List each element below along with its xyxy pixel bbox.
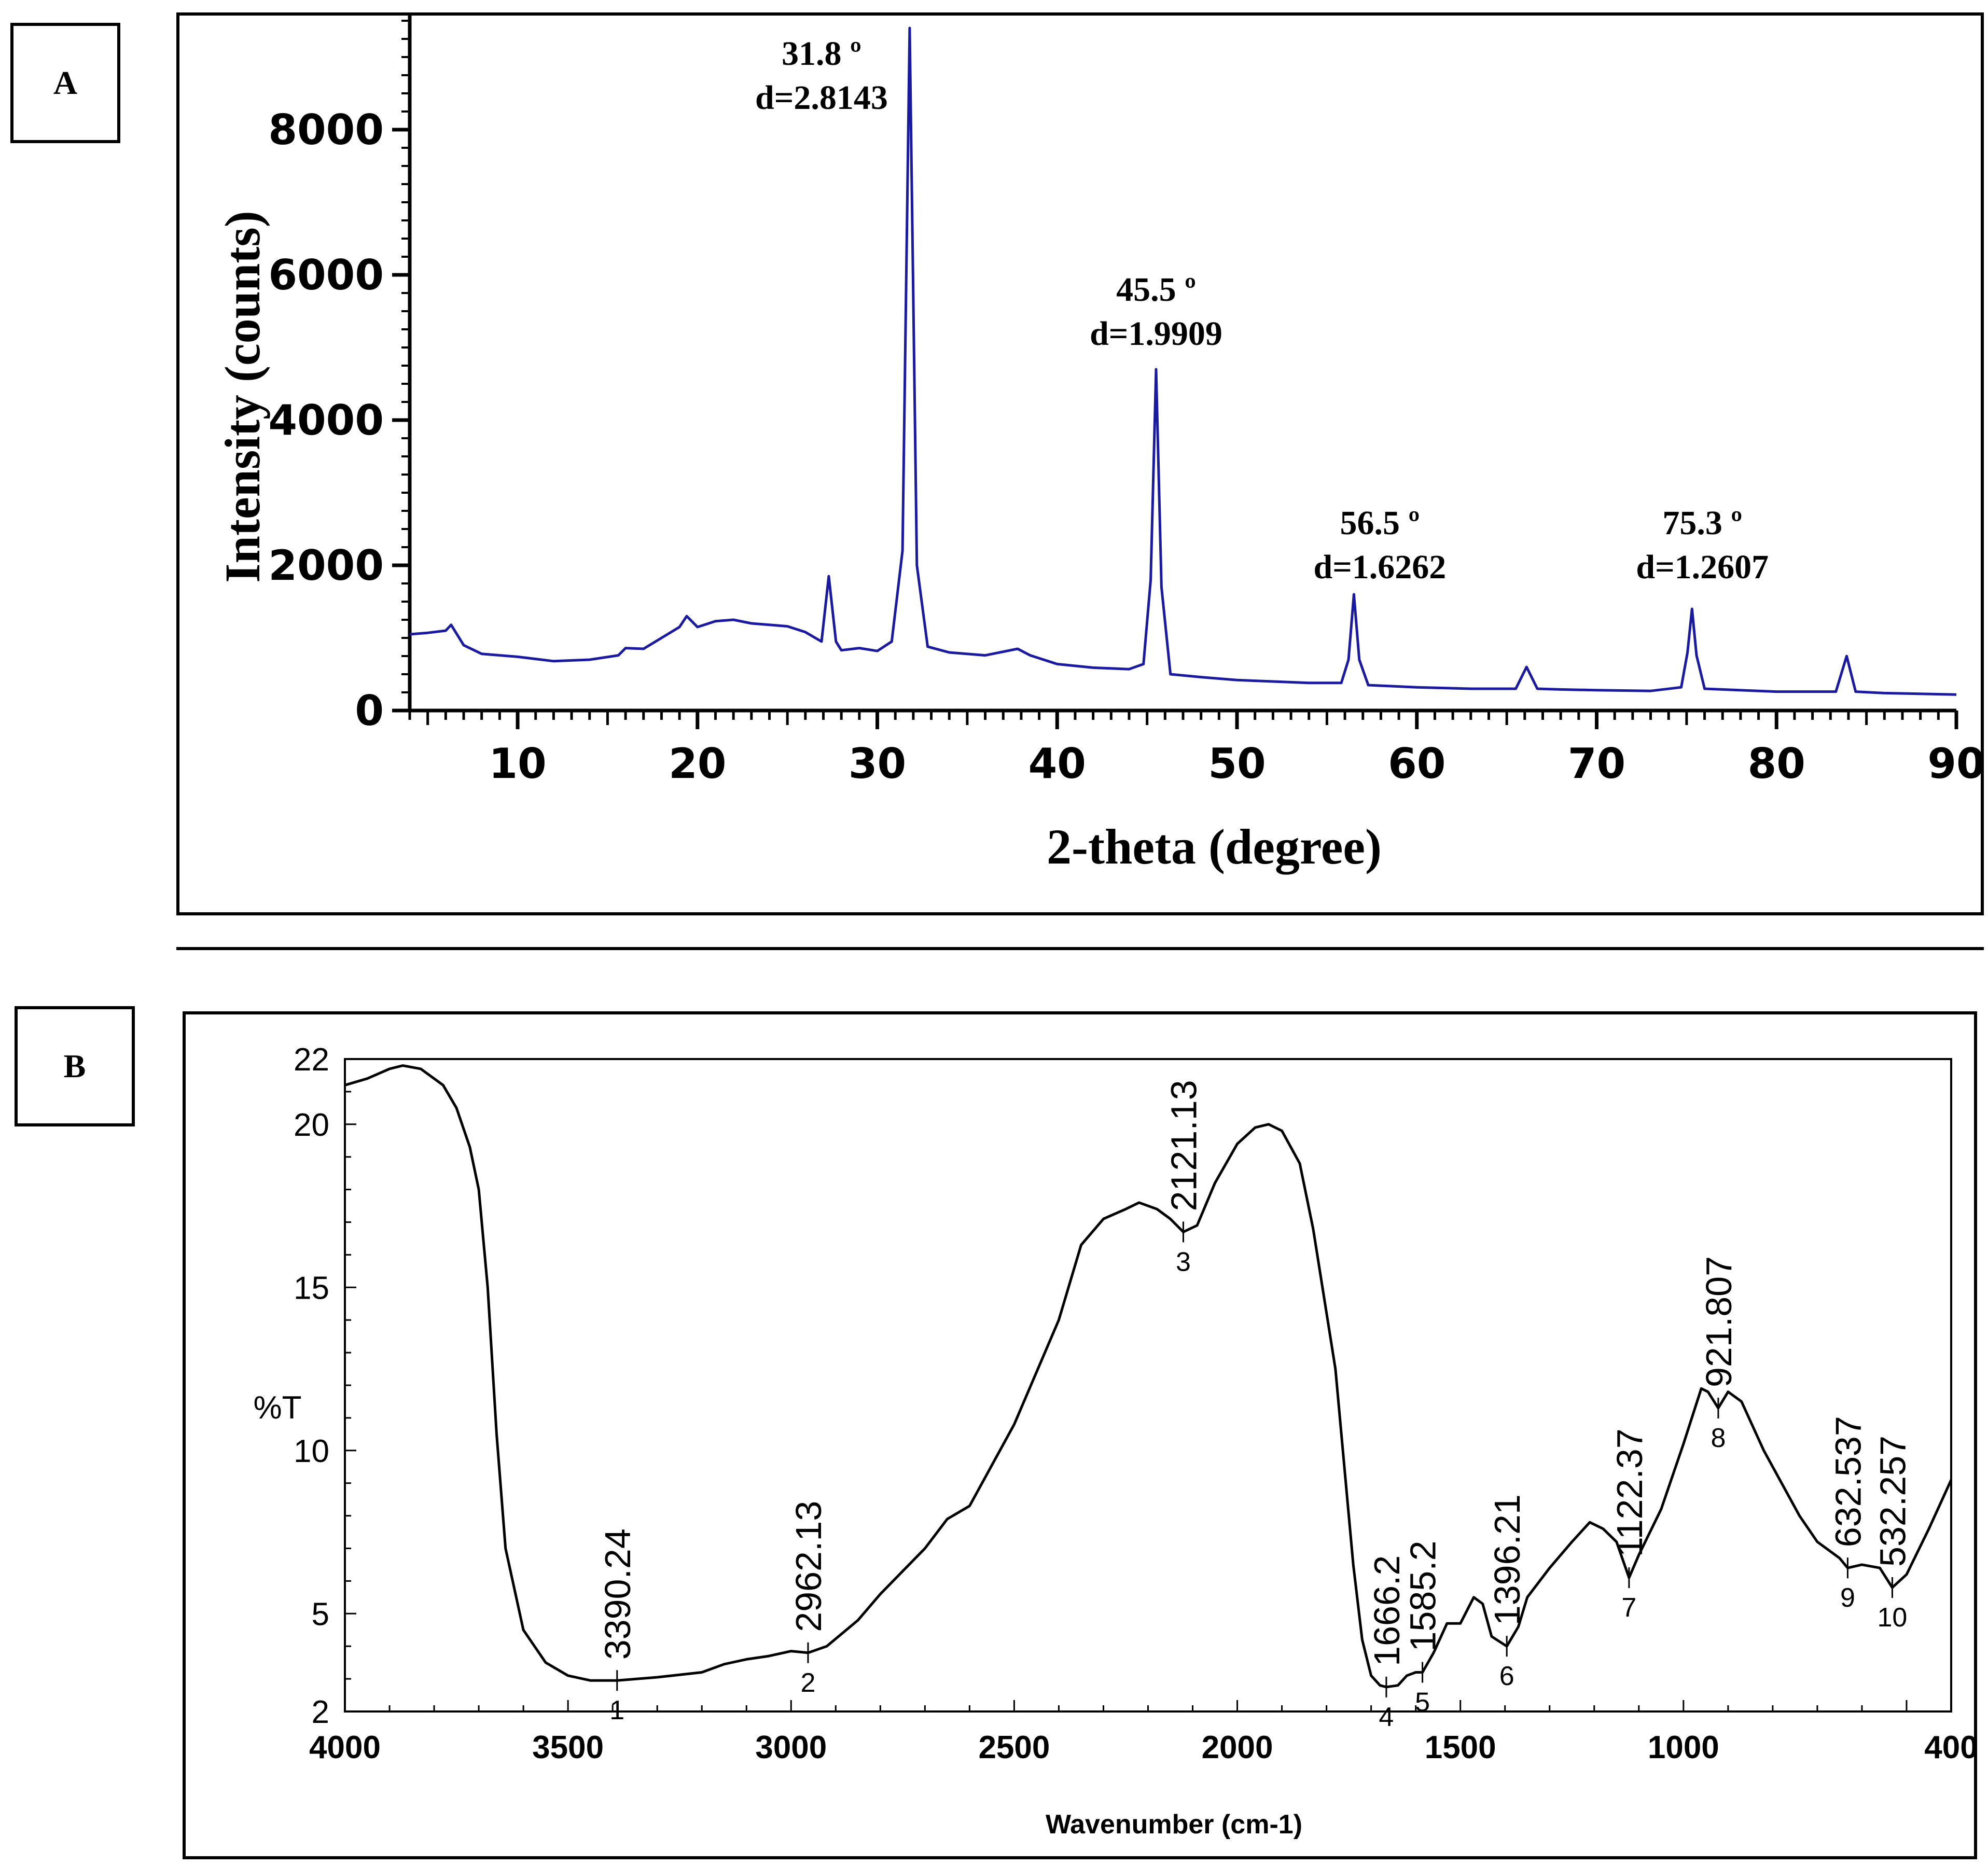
xrd-x-tick-label: 90 bbox=[1927, 740, 1985, 788]
xrd-peak-angle-label: 31.8 º bbox=[782, 35, 861, 73]
ftir-x-tick-label: 400 bbox=[1924, 1730, 1978, 1765]
ftir-y-tick-label: 20 bbox=[294, 1107, 329, 1143]
xrd-x-axis-title: 2-theta (degree) bbox=[1047, 819, 1382, 874]
xrd-x-tick-label: 30 bbox=[849, 740, 906, 788]
ftir-peak-wavenumber-label: 921.807 bbox=[1699, 1256, 1739, 1387]
ftir-peak-number: 10 bbox=[1878, 1603, 1908, 1633]
ftir-peak-number: 5 bbox=[1415, 1688, 1430, 1718]
xrd-chart-frame bbox=[176, 12, 1984, 915]
ftir-series-line bbox=[344, 1064, 1953, 1689]
ftir-y-tick-label: 2 bbox=[312, 1694, 329, 1730]
ftir-peak-wavenumber-label: 632.537 bbox=[1828, 1416, 1868, 1547]
xrd-series-line bbox=[409, 26, 1957, 696]
ftir-x-tick-label: 2500 bbox=[978, 1730, 1050, 1765]
xrd-x-tick-label: 70 bbox=[1568, 740, 1625, 788]
xrd-y-axis-title: Intensity (counts) bbox=[215, 211, 270, 582]
ftir-chart: 4000 3500 3000 2500 2000 1500 1000 400251015202… bbox=[254, 1042, 1978, 1840]
xrd-y-tick-label: 4000 bbox=[268, 396, 384, 444]
xrd-peak-d-spacing-label: d=1.2607 bbox=[1636, 548, 1769, 586]
panel-label-b: B bbox=[15, 1006, 135, 1126]
ftir-y-tick-label: 22 bbox=[294, 1042, 329, 1078]
ftir-y-axis-title: %T bbox=[254, 1390, 302, 1426]
xrd-x-tick-label: 60 bbox=[1388, 740, 1445, 788]
ftir-peak-number: 2 bbox=[801, 1668, 816, 1698]
xrd-y-tick-label: 2000 bbox=[268, 541, 384, 590]
ftir-peak-number: 9 bbox=[1840, 1583, 1855, 1613]
ftir-peak-wavenumber-label: 532.257 bbox=[1872, 1436, 1913, 1567]
ftir-peak-number: 7 bbox=[1621, 1593, 1636, 1623]
xrd-x-tick-label: 80 bbox=[1748, 740, 1805, 788]
ftir-peak-number: 6 bbox=[1499, 1661, 1514, 1691]
xrd-peak-d-spacing-label: d=2.8143 bbox=[755, 79, 888, 117]
ftir-x-tick-label: 3000 bbox=[755, 1730, 827, 1765]
ftir-peak-number: 4 bbox=[1379, 1702, 1394, 1732]
ftir-peak-wavenumber-label: 2962.13 bbox=[788, 1501, 829, 1632]
ftir-peak-wavenumber-label: 3390.24 bbox=[597, 1528, 638, 1660]
xrd-y-tick-label: 6000 bbox=[268, 251, 384, 299]
panel-separator bbox=[176, 947, 1984, 950]
ftir-x-tick-label: 4000 bbox=[309, 1730, 381, 1765]
ftir-peak-wavenumber-label: 1585.2 bbox=[1403, 1540, 1443, 1651]
ftir-peak-number: 3 bbox=[1176, 1247, 1191, 1277]
xrd-y-tick-label: 8000 bbox=[268, 106, 384, 154]
xrd-chart: 10 20 30 40 50 60 70 80 90 0 2000 4000 6000 8000 2-the… bbox=[215, 16, 1985, 874]
ftir-peak-number: 1 bbox=[609, 1695, 624, 1725]
xrd-x-tick-label: 10 bbox=[489, 740, 546, 788]
xrd-peak-d-spacing-label: d=1.9909 bbox=[1090, 315, 1222, 353]
ftir-peak-wavenumber-label: 2121.13 bbox=[1163, 1080, 1204, 1211]
ftir-x-tick-label: 1500 bbox=[1425, 1730, 1496, 1765]
xrd-x-tick-label: 40 bbox=[1028, 740, 1086, 788]
ftir-peak-wavenumber-label: 1396.21 bbox=[1487, 1494, 1527, 1625]
ftir-x-tick-label: 1000 bbox=[1648, 1730, 1719, 1765]
ftir-peak-number: 8 bbox=[1711, 1423, 1726, 1453]
xrd-x-tick-label: 20 bbox=[669, 740, 726, 788]
ftir-peak-wavenumber-label: 1666.2 bbox=[1367, 1555, 1407, 1666]
xrd-peak-angle-label: 56.5 º bbox=[1340, 504, 1420, 542]
xrd-peak-angle-label: 75.3 º bbox=[1662, 504, 1742, 542]
ftir-x-axis-title: Wavenumber (cm-1) bbox=[1046, 1810, 1302, 1840]
ftir-x-tick-label: 3500 bbox=[532, 1730, 604, 1765]
xrd-y-tick-label: 0 bbox=[355, 687, 384, 735]
panel-label-a: A bbox=[10, 23, 120, 143]
xrd-peak-d-spacing-label: d=1.6262 bbox=[1313, 548, 1446, 586]
ftir-y-tick-label: 15 bbox=[294, 1270, 329, 1306]
xrd-peak-angle-label: 45.5 º bbox=[1116, 271, 1196, 309]
ftir-x-tick-label: 2000 bbox=[1202, 1730, 1273, 1765]
xrd-x-tick-label: 50 bbox=[1208, 740, 1266, 788]
ftir-chart-frame bbox=[183, 1011, 1977, 1859]
ftir-y-tick-label: 5 bbox=[312, 1596, 329, 1632]
ftir-peak-wavenumber-label: 1122.37 bbox=[1609, 1428, 1650, 1557]
ftir-y-tick-label: 10 bbox=[294, 1433, 329, 1469]
